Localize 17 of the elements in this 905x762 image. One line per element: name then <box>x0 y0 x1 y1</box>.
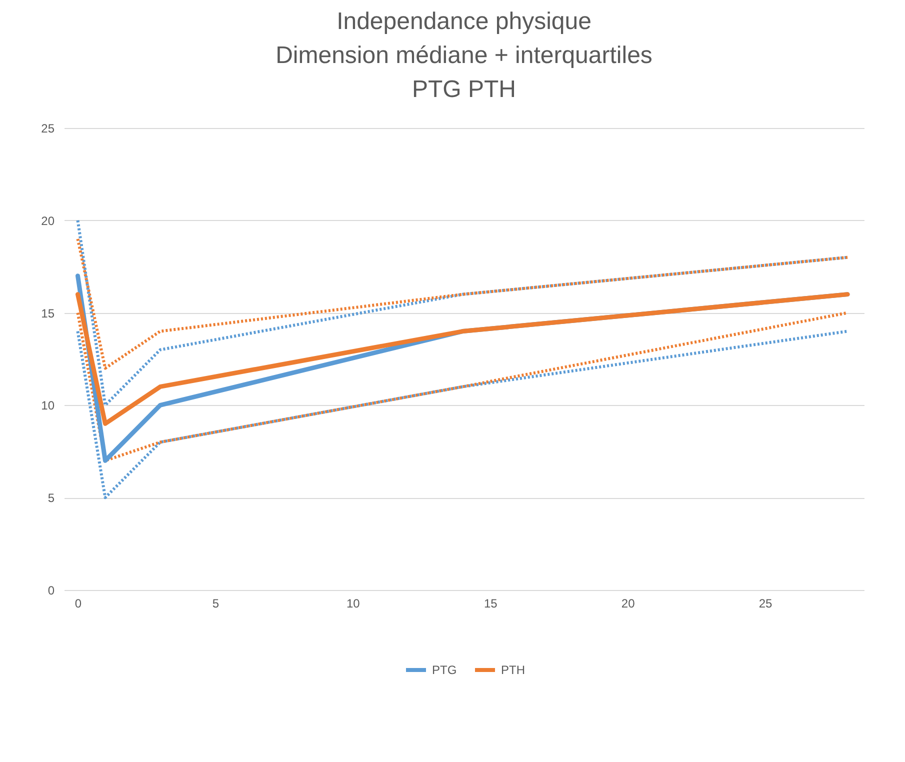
x-tick-label: 5 <box>212 596 220 610</box>
x-tick-label: 20 <box>621 596 636 610</box>
x-tick-label: 0 <box>74 596 82 610</box>
y-tick-label: 25 <box>41 122 55 136</box>
y-tick-label: 15 <box>41 306 55 320</box>
y-tick-label: 10 <box>41 398 55 413</box>
legend-label: PTG <box>432 663 457 677</box>
x-tick-label: 10 <box>346 596 360 610</box>
y-tick-label: 20 <box>41 214 55 228</box>
x-tick-label: 15 <box>484 596 498 610</box>
legend-label: PTH <box>501 663 525 677</box>
y-tick-label: 5 <box>48 491 55 506</box>
y-tick-label: 0 <box>48 584 55 598</box>
chart-title: Independance physique Dimension médiane + interquartiles PTG PTH <box>276 8 652 103</box>
line-series <box>76 237 850 370</box>
x-tick-label: 25 <box>758 596 773 610</box>
line-series <box>76 330 850 500</box>
